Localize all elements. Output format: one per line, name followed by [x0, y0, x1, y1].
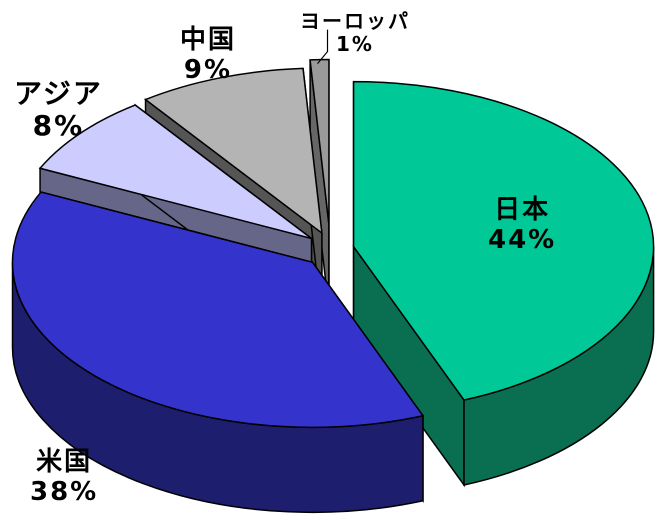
label-asia: アジア 8%	[14, 78, 103, 142]
percent-label-japan: 44%	[488, 226, 556, 256]
label-usa: 米国 38%	[30, 448, 98, 508]
category-label-asia: アジア	[14, 78, 103, 110]
label-japan: 日本 44%	[488, 196, 556, 256]
percent-label-usa: 38%	[30, 478, 98, 508]
category-label-japan: 日本	[488, 196, 556, 226]
category-label-usa: 米国	[30, 448, 98, 478]
percent-label-europe: 1%	[300, 33, 410, 56]
label-china: 中国 9%	[180, 26, 236, 86]
label-europe: ヨーロッパ 1%	[300, 10, 410, 56]
category-label-europe: ヨーロッパ	[300, 10, 410, 33]
percent-label-china: 9%	[180, 56, 236, 86]
category-label-china: 中国	[180, 26, 236, 56]
percent-label-asia: 8%	[14, 110, 103, 142]
